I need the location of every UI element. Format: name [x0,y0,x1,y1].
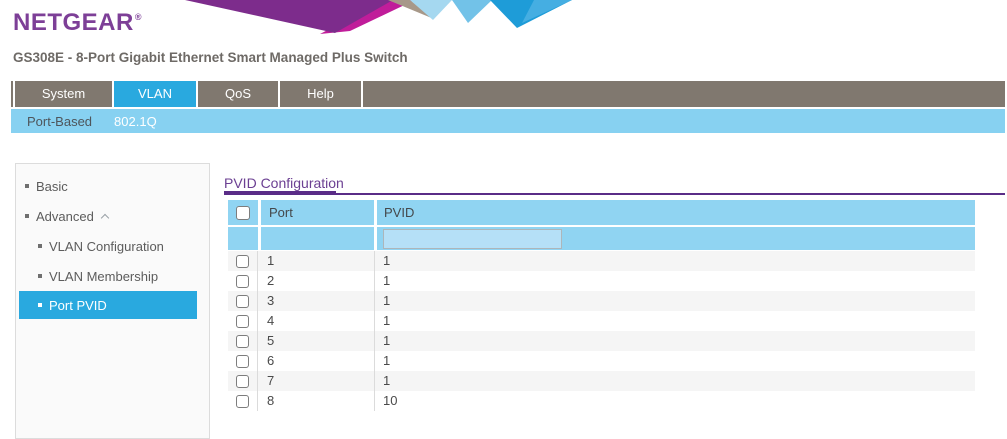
port-cell: 1 [258,251,375,271]
sidebar-item-label: Advanced [36,208,94,224]
filter-port-cell [261,227,374,250]
sidebar-item-label: Port PVID [49,297,107,313]
page-title: PVID Configuration [224,175,344,191]
port-cell: 2 [258,271,375,291]
sidebar-item-port-pvid[interactable]: Port PVID [19,291,197,319]
netgear-logo: NETGEAR® [13,9,142,37]
pvid-cell: 1 [383,313,391,328]
port-cell: 6 [258,351,375,371]
pvid-cell: 1 [383,273,391,288]
row-checkbox[interactable] [236,254,249,268]
title-rule [224,193,1005,195]
row-checkbox-cell [228,331,258,351]
sub-nav: Port-Based 802.1Q [11,109,1005,133]
sidebar-menu: Basic Advanced VLAN Configuration VLAN Memb… [15,163,210,439]
port-cell: 4 [258,311,375,331]
main-nav: System VLAN QoS Help [11,81,1005,107]
registered-mark: ® [134,12,142,22]
bullet-icon [38,244,42,248]
pvid-cell: 1 [383,253,391,268]
pvid-table: Port PVID 1 1 2 1 3 1 4 1 5 1 6 1 7 1 8 10 [228,200,975,411]
subnav-item-802-1q[interactable]: 802.1Q [114,113,157,129]
pvid-cell: 10 [383,393,398,408]
port-cell: 8 [258,391,375,411]
row-checkbox[interactable] [236,374,249,388]
bullet-icon [25,184,29,188]
nav-filler [363,81,1005,107]
banner-graphic [185,0,572,34]
sidebar-item-label: VLAN Membership [49,268,159,284]
row-checkbox[interactable] [236,334,249,348]
table-row: 8 10 [228,391,975,411]
filter-checkbox-cell [228,227,258,250]
filter-row [228,227,975,250]
select-all-cell [228,200,258,225]
pvid-column-header: PVID [377,200,975,225]
row-checkbox-cell [228,391,258,411]
row-checkbox-cell [228,311,258,331]
filter-pvid-cell [377,227,975,250]
port-cell: 7 [258,371,375,391]
sidebar-item-label: VLAN Configuration [49,238,164,254]
pvid-cell: 1 [383,293,391,308]
bullet-icon [25,214,29,218]
table-header-row: Port PVID [228,200,975,225]
pvid-filter-input[interactable] [383,228,562,249]
row-checkbox[interactable] [236,274,249,288]
device-title: GS308E - 8-Port Gigabit Ethernet Smart M… [13,50,408,65]
title-rule-thick [224,191,336,195]
sidebar-item-basic[interactable]: Basic [16,171,209,201]
bullet-icon [38,274,42,278]
bullet-icon [38,303,42,307]
row-checkbox-cell [228,291,258,311]
row-checkbox-cell [228,251,258,271]
nav-left-sliver [11,81,13,107]
port-cell: 3 [258,291,375,311]
pvid-cell: 1 [383,373,391,388]
sidebar-item-vlan-membership[interactable]: VLAN Membership [16,261,209,291]
subnav-item-port-based[interactable]: Port-Based [27,113,93,129]
nav-tab-help[interactable]: Help [280,81,361,107]
sidebar-item-label: Basic [36,178,68,194]
sidebar-item-advanced[interactable]: Advanced [16,201,209,231]
row-checkbox[interactable] [236,354,249,368]
nav-tab-system[interactable]: System [15,81,112,107]
row-checkbox[interactable] [236,394,249,408]
nav-tab-vlan[interactable]: VLAN [114,81,196,107]
sidebar-item-vlan-configuration[interactable]: VLAN Configuration [16,231,209,261]
netgear-logo-text: NETGEAR [13,9,134,36]
row-checkbox-cell [228,371,258,391]
chevron-up-icon [100,213,110,223]
pvid-cell: 1 [383,353,391,368]
row-checkbox-cell [228,271,258,291]
row-checkbox-cell [228,351,258,371]
pvid-cell: 1 [383,333,391,348]
nav-tab-qos[interactable]: QoS [198,81,278,107]
pvid-table-body: 1 1 2 1 3 1 4 1 5 1 6 1 7 1 8 10 [228,251,975,411]
row-checkbox[interactable] [236,294,249,308]
select-all-checkbox[interactable] [236,205,250,220]
port-column-header: Port [261,200,374,225]
port-cell: 5 [258,331,375,351]
row-checkbox[interactable] [236,314,249,328]
